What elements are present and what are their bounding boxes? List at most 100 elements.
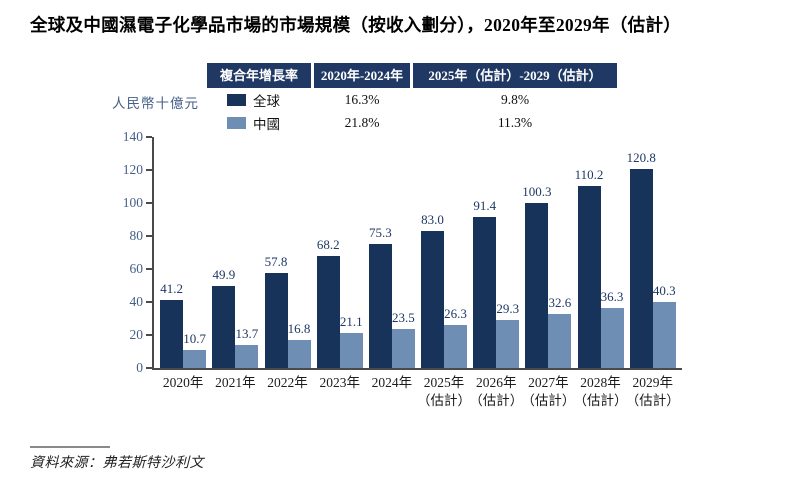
y-tick-label: 20	[129, 327, 144, 342]
bar-value-label: 120.8	[626, 149, 656, 165]
bar-group-1: 49.9 13.7 2021年	[212, 267, 259, 390]
bar-group-9: 120.8 40.3 2029年 （估計）	[626, 150, 680, 408]
bar-china-1: 13.7	[235, 326, 259, 368]
china-series-label: 中國	[253, 116, 280, 132]
source-note: 資料來源：弗若斯特沙利文	[30, 456, 204, 471]
bar-global-7: 100.3	[522, 184, 552, 368]
y-tick-label: 0	[136, 360, 143, 375]
bar-global-6: 91.4	[473, 198, 497, 368]
y-tick-mark	[146, 202, 152, 204]
y-tick-label: 100	[122, 195, 143, 210]
y-tick: 0	[109, 359, 152, 377]
x-axis-label: 2027年 （估計）	[521, 375, 576, 408]
y-tick-label: 140	[122, 129, 143, 144]
bar-china-7: 32.6	[548, 295, 572, 368]
cagr-header-label: 複合年增長率	[207, 63, 311, 88]
y-tick-label: 40	[129, 294, 144, 309]
bar-value-label: 40.3	[652, 282, 676, 298]
chart-title: 全球及中國濕電子化學品市場的市場規模（按收入劃分），2020年至2029年（估計…	[30, 15, 682, 35]
bar-global-2: 57.8	[264, 254, 288, 368]
cagr-header-period1: 2020年-2024年	[314, 63, 410, 88]
y-tick: 140	[109, 128, 152, 146]
bar-global-9: 120.8	[627, 150, 656, 368]
bar-value-label: 13.7	[235, 326, 259, 342]
bar-value-label: 75.3	[368, 224, 392, 240]
bar-value-label: 49.9	[212, 266, 236, 282]
x-axis-label: 2029年 （估計）	[625, 375, 680, 408]
bar-group-3: 68.2 21.1 2023年	[316, 237, 363, 390]
china-cagr-period2: 11.3%	[497, 114, 533, 130]
bar-global-3: 68.2	[316, 237, 340, 368]
y-tick-mark	[146, 136, 152, 138]
bar-value-label: 10.7	[183, 331, 207, 347]
cagr-row-global: 全球 16.3% 9.8%	[207, 88, 617, 111]
y-tick: 20	[109, 326, 152, 344]
bar-group-4: 75.3 23.5 2024年	[368, 225, 415, 390]
bar-value-label: 32.6	[548, 295, 572, 311]
bar-value-label: 68.2	[316, 236, 340, 252]
bar-global-4: 75.3	[368, 225, 392, 368]
bar-china-5: 26.3	[444, 306, 468, 368]
bar-china-2: 16.8	[287, 321, 311, 368]
y-tick-mark	[146, 268, 152, 270]
source-divider	[30, 446, 110, 448]
y-tick: 120	[109, 161, 152, 179]
china-cagr-period1: 21.8%	[344, 114, 380, 130]
bar-value-label: 36.3	[600, 289, 624, 305]
bar-group-6: 91.4 29.3 2026年 （估計）	[469, 198, 523, 407]
bar-china-8: 36.3	[600, 289, 624, 368]
y-tick-mark	[146, 301, 152, 303]
global-cagr-period2: 9.8%	[500, 91, 530, 107]
bar-value-label: 21.1	[339, 314, 363, 330]
bar-value-label: 110.2	[574, 167, 604, 183]
y-axis: 0 20 40 60 80 100 120 140	[104, 129, 152, 375]
china-series-swatch	[227, 116, 246, 129]
x-axis-label: 2028年 （估計）	[573, 375, 628, 408]
bar-china-9: 40.3	[652, 283, 676, 368]
bar-china-6: 29.3	[496, 301, 520, 368]
y-tick: 80	[109, 227, 152, 245]
cagr-row-china: 中國 21.8% 11.3%	[207, 111, 617, 134]
y-tick-mark	[146, 169, 152, 171]
y-tick: 40	[109, 293, 152, 311]
bar-value-label: 23.5	[391, 310, 415, 326]
bar-global-1: 49.9	[212, 267, 236, 368]
x-axis-label: 2025年 （估計）	[417, 375, 472, 408]
bar-global-5: 83.0	[421, 212, 445, 368]
global-series-swatch	[227, 93, 246, 106]
bar-value-label: 100.3	[522, 183, 552, 199]
plot-area: 41.2 10.7 2020年 49.9 13.7 2021年 57.8 16.8 2022年 6…	[152, 137, 682, 408]
bar-value-label: 41.2	[160, 281, 184, 296]
x-axis-label: 2022年	[267, 375, 308, 390]
bar-global-0: 41.2	[160, 281, 184, 368]
y-tick: 100	[109, 194, 152, 212]
bar-value-label: 91.4	[473, 198, 497, 214]
bar-group-8: 110.2 36.3 2028年 （估計）	[574, 167, 628, 407]
bar-group-0: 41.2 10.7 2020年	[160, 281, 207, 390]
bar-china-0: 10.7	[183, 331, 207, 368]
global-cagr-period1: 16.3%	[344, 91, 380, 107]
y-tick: 60	[109, 260, 152, 278]
cagr-header-row: 複合年增長率 2020年-2024年 2025年（估計）-2029（估計）	[207, 63, 617, 88]
bar-value-label: 16.8	[287, 321, 311, 337]
bar-china-4: 23.5	[391, 310, 415, 368]
cagr-header-period2: 2025年（估計）-2029（估計）	[413, 63, 617, 88]
bar-group-2: 57.8 16.8 2022年	[264, 254, 311, 390]
bar-value-label: 83.0	[421, 212, 444, 228]
bar-china-3: 21.1	[339, 314, 363, 368]
bar-chart: 0 20 40 60 80 100 120 140 41.2 10.7 2020年 49.9 13.7…	[104, 129, 704, 408]
x-axis-label: 2026年 （估計）	[469, 375, 524, 408]
y-tick-mark	[146, 235, 152, 237]
y-tick-mark	[146, 367, 152, 369]
bar-global-8: 110.2	[575, 167, 603, 368]
y-tick-label: 120	[122, 162, 143, 177]
x-axis-label: 2023年	[319, 375, 360, 390]
bar-value-label: 29.3	[496, 300, 520, 316]
y-tick-mark	[146, 334, 152, 336]
bar-group-7: 100.3 32.6 2027年 （估計）	[521, 184, 575, 408]
bar-value-label: 26.3	[444, 305, 467, 321]
x-axis-label: 2024年	[371, 375, 413, 390]
bar-value-label: 57.8	[264, 253, 288, 269]
y-tick-label: 60	[129, 261, 144, 276]
